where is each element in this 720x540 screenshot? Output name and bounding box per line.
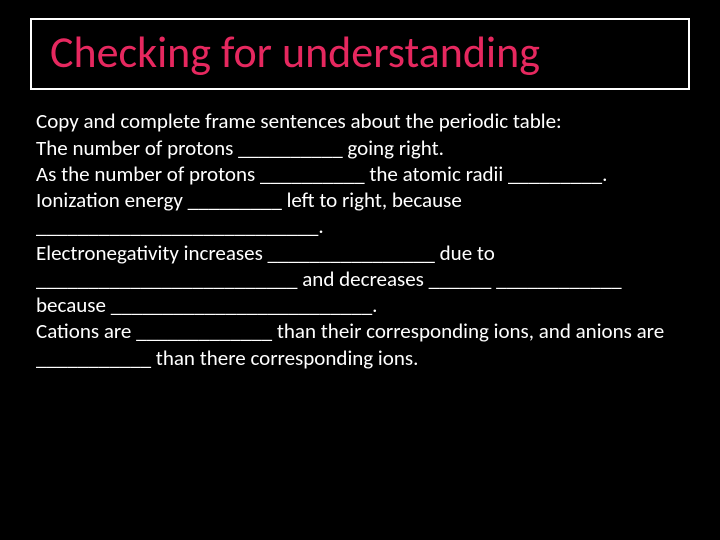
title-box: Checking for understanding xyxy=(30,18,690,90)
slide-title: Checking for understanding xyxy=(50,28,670,76)
body-line-3: As the number of protons __________ the … xyxy=(36,161,684,240)
body-line-5: Cations are _____________ than their cor… xyxy=(36,318,684,371)
body-line-1: Copy and complete frame sentences about … xyxy=(36,108,684,134)
slide-container: Checking for understanding Copy and comp… xyxy=(0,0,720,540)
body-line-4: Electronegativity increases ____________… xyxy=(36,240,684,319)
slide-body: Copy and complete frame sentences about … xyxy=(30,108,690,371)
body-line-2: The number of protons __________ going r… xyxy=(36,135,684,161)
